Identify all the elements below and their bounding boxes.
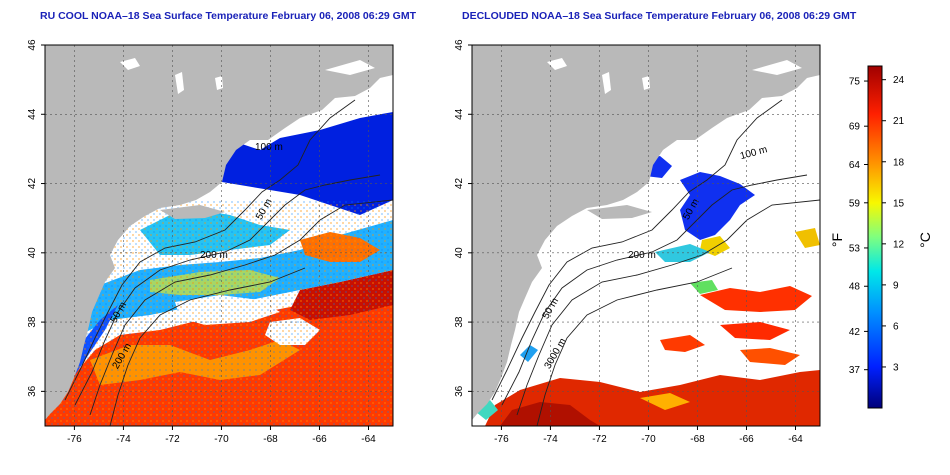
left-contour-100m	[74, 174, 381, 406]
left-contour-50m	[64, 99, 356, 401]
right-sst-patch	[700, 286, 812, 312]
right-y-tick-label: 38	[454, 316, 465, 328]
colorbar-fahrenheit-tick-label: 42	[849, 327, 861, 338]
left-y-tick-label: 46	[27, 39, 38, 51]
left-contour-label: 200 m	[200, 250, 228, 261]
temperature-colorbar: 24 21 18 15 12 9 6 3 75 69 64 59 53 48 42 37 °F °C	[829, 65, 933, 409]
left-x-tick-label: -66	[312, 434, 327, 445]
colorbar-celsius-tick-label: 12	[893, 239, 905, 250]
right-contour-50m	[491, 99, 783, 401]
right-contour-label: 200 m	[628, 250, 656, 261]
colorbar-fahrenheit-tick-label: 53	[849, 243, 861, 254]
right-sst-east-patch	[795, 228, 820, 248]
colorbar-gradient	[867, 65, 883, 409]
right-x-tick-label: -68	[690, 434, 705, 445]
right-x-tick-label: -72	[592, 434, 607, 445]
right-contour-200m	[516, 199, 820, 416]
right-lake	[547, 58, 567, 70]
left-x-tick-label: -64	[361, 434, 376, 445]
right-x-tick-label: -74	[543, 434, 558, 445]
right-sst-south-dark	[500, 402, 600, 426]
right-sst-coastal	[476, 400, 498, 420]
right-sst-map: 100 m 50 m 200 m 50 m 3000 m -76 -74 -72 -7…	[454, 39, 821, 445]
right-panel-title: DECLOUDED NOAA–18 Sea Surface Temperatur…	[462, 10, 857, 22]
right-x-tick-label: -66	[739, 434, 754, 445]
left-contour-label: 100 m	[255, 142, 283, 153]
left-x-tick-label: -68	[263, 434, 278, 445]
colorbar-fahrenheit-tick-label: 64	[849, 160, 861, 171]
left-sst-north-blue	[190, 112, 393, 215]
colorbar-celsius-tick-label: 24	[893, 75, 905, 86]
right-lake	[752, 60, 802, 75]
left-y-tick-label: 38	[27, 316, 38, 328]
colorbar-fahrenheit-tick-label: 37	[849, 365, 861, 376]
left-x-tick-label: -72	[165, 434, 180, 445]
right-y-tick-label: 40	[454, 247, 465, 259]
right-island	[587, 205, 652, 219]
left-lake	[175, 72, 184, 94]
colorbar-celsius-tick-label: 3	[893, 362, 899, 373]
right-land	[472, 45, 820, 420]
left-lake	[215, 76, 223, 90]
right-lake	[642, 76, 650, 90]
right-map-frame	[471, 44, 821, 427]
left-map-frame	[44, 44, 394, 427]
left-lake	[120, 58, 140, 70]
right-sst-patch	[660, 335, 705, 352]
left-x-tick-label: -70	[214, 434, 229, 445]
colorbar-fahrenheit-tick-label: 69	[849, 122, 861, 133]
left-lake	[325, 60, 375, 75]
right-y-tick-label: 44	[454, 108, 465, 120]
colorbar-celsius-tick-label: 9	[893, 280, 899, 291]
colorbar-celsius-tick-label: 18	[893, 157, 905, 168]
left-island	[160, 205, 225, 219]
left-panel-title: RU COOL NOAA–18 Sea Surface Temperature …	[40, 10, 417, 22]
right-y-tick-label: 36	[454, 385, 465, 397]
left-y-tick-label: 42	[27, 178, 38, 190]
left-sst-map: 100 m 50 m 200 m 50 m 200 m -76 -74 -72 -70…	[27, 39, 394, 445]
left-contour-3000m	[109, 267, 306, 426]
right-contour-3000m	[536, 267, 733, 426]
colorbar-celsius-tick-label: 15	[893, 198, 905, 209]
colorbar-fahrenheit-tick-label: 48	[849, 282, 861, 293]
left-y-tick-label: 44	[27, 108, 38, 120]
right-sst-patch	[640, 393, 690, 410]
right-contour-100m	[501, 174, 808, 406]
colorbar-fahrenheit-label: °F	[829, 233, 845, 247]
right-sst-patch	[740, 348, 800, 365]
left-land	[45, 45, 393, 420]
left-x-tick-label: -76	[67, 434, 82, 445]
left-y-tick-label: 36	[27, 385, 38, 397]
colorbar-celsius-tick-label: 21	[893, 116, 905, 127]
right-x-tick-label: -64	[788, 434, 803, 445]
colorbar-fahrenheit-tick-label: 75	[849, 77, 861, 88]
right-sst-patch	[720, 322, 790, 340]
left-x-tick-label: -74	[116, 434, 131, 445]
right-lake	[602, 72, 611, 94]
left-contour-200m	[89, 199, 393, 416]
colorbar-celsius-label: °C	[917, 232, 933, 248]
right-y-tick-label: 46	[454, 39, 465, 51]
left-y-tick-label: 40	[27, 247, 38, 259]
right-y-tick-label: 42	[454, 178, 465, 190]
colorbar-celsius-tick-label: 6	[893, 321, 899, 332]
right-sst-green-patch	[690, 280, 718, 294]
right-x-tick-label: -76	[494, 434, 509, 445]
right-x-tick-label: -70	[641, 434, 656, 445]
colorbar-fahrenheit-tick-label: 59	[849, 198, 861, 209]
